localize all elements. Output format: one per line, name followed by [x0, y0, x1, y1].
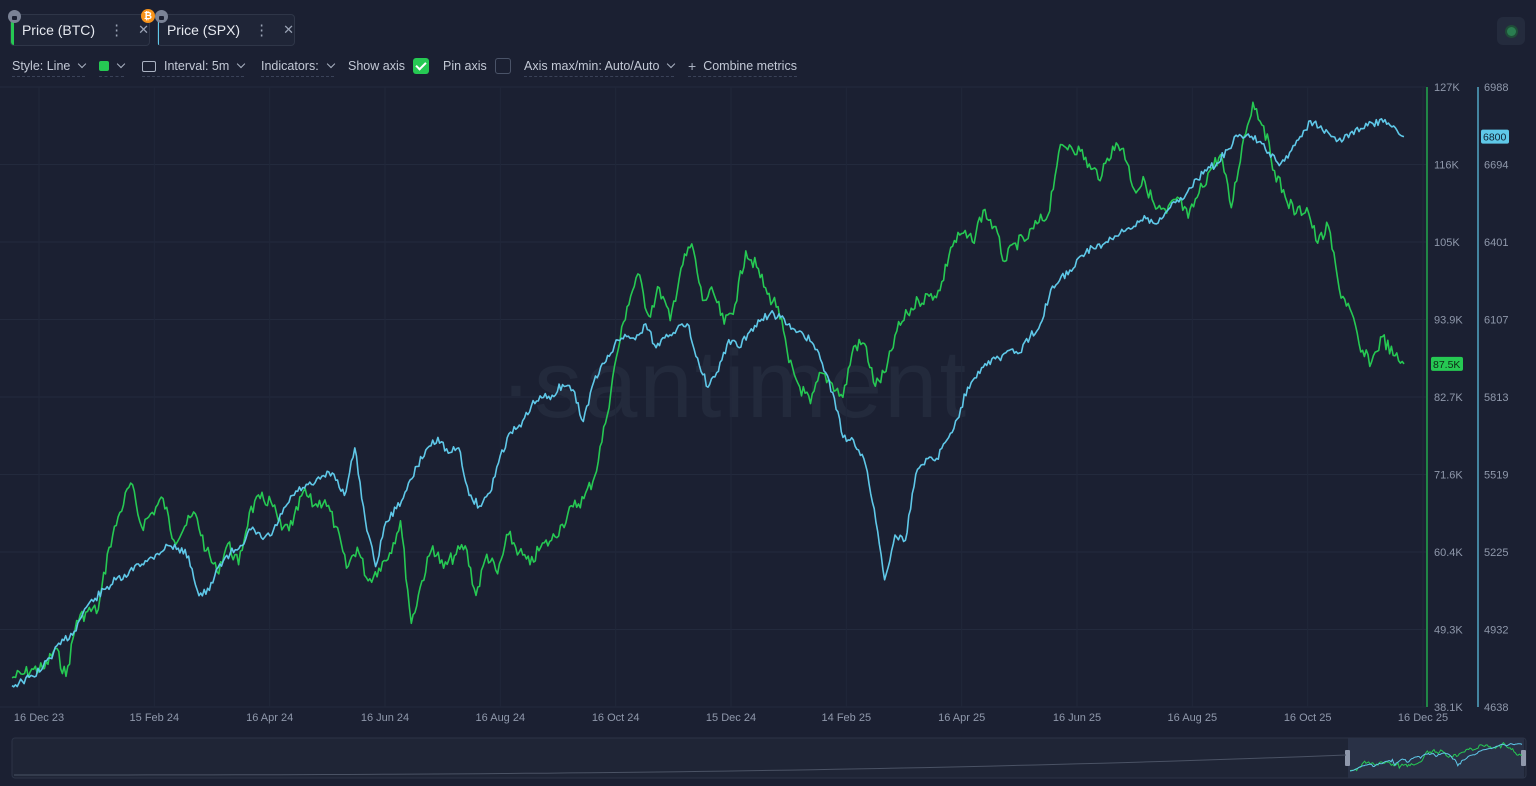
- btc-axis-tick-label: 71.6K: [1434, 470, 1463, 482]
- combine-metrics-button[interactable]: + Combine metrics: [688, 56, 797, 77]
- combine-label: Combine metrics: [703, 59, 797, 73]
- tab-label: Price (BTC): [21, 22, 96, 38]
- style-label: Style: Line: [12, 59, 71, 73]
- btc-axis-tick-label: 127K: [1434, 82, 1460, 94]
- spx-axis-tick-label: 6107: [1484, 315, 1508, 327]
- calendar-icon: [142, 60, 156, 72]
- series-color-bar: [11, 15, 14, 45]
- spx-axis-tick-label: 4932: [1484, 625, 1508, 637]
- lock-icon: [155, 10, 168, 23]
- btc-price-line: [11, 101, 1405, 679]
- x-axis-tick-label: 16 Jun 24: [361, 712, 409, 724]
- bitcoin-icon: ₿: [141, 9, 155, 23]
- btc-axis-tick-label: 116K: [1434, 160, 1460, 172]
- more-options-icon[interactable]: ⋮: [109, 22, 125, 39]
- plus-icon: +: [688, 58, 697, 74]
- btc-axis-tick-label: 93.9K: [1434, 315, 1463, 327]
- btc-axis-tick-label: 105K: [1434, 237, 1460, 249]
- x-axis-tick-label: 16 Jun 25: [1053, 712, 1101, 724]
- axis-minmax-label: Axis max/min: Auto/Auto: [524, 59, 660, 73]
- pin-axis-checkbox[interactable]: [494, 58, 511, 74]
- navigator-spx-line: [1349, 743, 1523, 772]
- x-axis-tick-label: 15 Dec 24: [706, 712, 756, 724]
- status-indicator-button[interactable]: [1497, 17, 1525, 45]
- btc-current-badge: [1431, 356, 1463, 371]
- color-swatch-icon: [99, 61, 109, 71]
- tab-price-spx[interactable]: Price (SPX) ⋮ ✕: [157, 14, 295, 46]
- tab-label: Price (SPX): [166, 22, 241, 38]
- x-axis-tick-label: 15 Feb 24: [130, 712, 180, 724]
- color-dropdown[interactable]: [99, 56, 126, 77]
- x-axis-tick-label: 16 Dec 25: [1398, 712, 1448, 724]
- spx-axis-tick-label: 4638: [1484, 702, 1508, 714]
- spx-axis-tick-label: 5519: [1484, 470, 1508, 482]
- spx-axis-tick-label: 6694: [1484, 160, 1508, 172]
- btc-axis-tick-label: 38.1K: [1434, 702, 1463, 714]
- pin-axis-toggle[interactable]: Pin axis: [443, 56, 511, 76]
- spx-axis-tick-label: 5225: [1484, 547, 1508, 559]
- navigator: [11, 737, 1527, 779]
- x-axis-tick-label: 16 Aug 25: [1168, 712, 1218, 724]
- tab-price-btc[interactable]: Price (BTC) ⋮ ✕: [10, 14, 150, 46]
- btc-axis-tick-label: 82.7K: [1434, 392, 1463, 404]
- x-axis-tick-label: 16 Aug 24: [476, 712, 526, 724]
- indicators-dropdown[interactable]: Indicators:: [261, 56, 335, 77]
- navigator-handle-left: [1345, 750, 1350, 766]
- x-axis-tick-label: 16 Apr 24: [246, 712, 293, 724]
- more-options-icon[interactable]: ⋮: [254, 22, 270, 39]
- x-axis-tick-label: 16 Apr 25: [938, 712, 985, 724]
- lock-icon: [8, 10, 21, 23]
- style-dropdown[interactable]: Style: Line: [12, 56, 87, 77]
- chart-toolbar: Style: Line Interval: 5m Indicators: Sho…: [0, 56, 1536, 77]
- spx-axis-tick-label: 6401: [1484, 237, 1508, 249]
- show-axis-toggle[interactable]: Show axis: [348, 56, 429, 76]
- x-axis-tick-label: 16 Oct 25: [1284, 712, 1332, 724]
- close-icon[interactable]: ✕: [138, 22, 149, 37]
- spx-current-badge: [1481, 129, 1509, 144]
- interval-dropdown[interactable]: Interval: 5m: [142, 56, 246, 77]
- series-color-bar: [158, 15, 159, 45]
- spx-price-line: [11, 118, 1405, 688]
- btc-current-value: 87.5K: [1433, 359, 1460, 371]
- close-icon[interactable]: ✕: [283, 22, 294, 37]
- show-axis-label: Show axis: [348, 59, 405, 73]
- navigator-selection: [1348, 738, 1524, 778]
- watermark: ·santiment: [500, 331, 969, 438]
- x-axis-tick-label: 14 Feb 25: [822, 712, 872, 724]
- navigator-handle-right: [1521, 750, 1526, 766]
- btc-axis-tick-label: 49.3K: [1434, 625, 1463, 637]
- status-dot-icon: [1506, 26, 1516, 36]
- spx-current-value: 6800: [1483, 132, 1507, 144]
- spx-axis-tick-label: 6988: [1484, 82, 1508, 94]
- pin-axis-label: Pin axis: [443, 59, 487, 73]
- navigator-history-line: [14, 754, 1347, 776]
- x-axis-tick-label: 16 Oct 24: [592, 712, 640, 724]
- interval-label: Interval: 5m: [164, 59, 230, 73]
- btc-axis-tick-label: 60.4K: [1434, 547, 1463, 559]
- axis-minmax-dropdown[interactable]: Axis max/min: Auto/Auto: [524, 56, 676, 77]
- show-axis-checkbox[interactable]: [412, 58, 429, 74]
- indicators-label: Indicators:: [261, 59, 319, 73]
- spx-axis-tick-label: 5813: [1484, 392, 1508, 404]
- x-axis-tick-label: 16 Dec 23: [14, 712, 64, 724]
